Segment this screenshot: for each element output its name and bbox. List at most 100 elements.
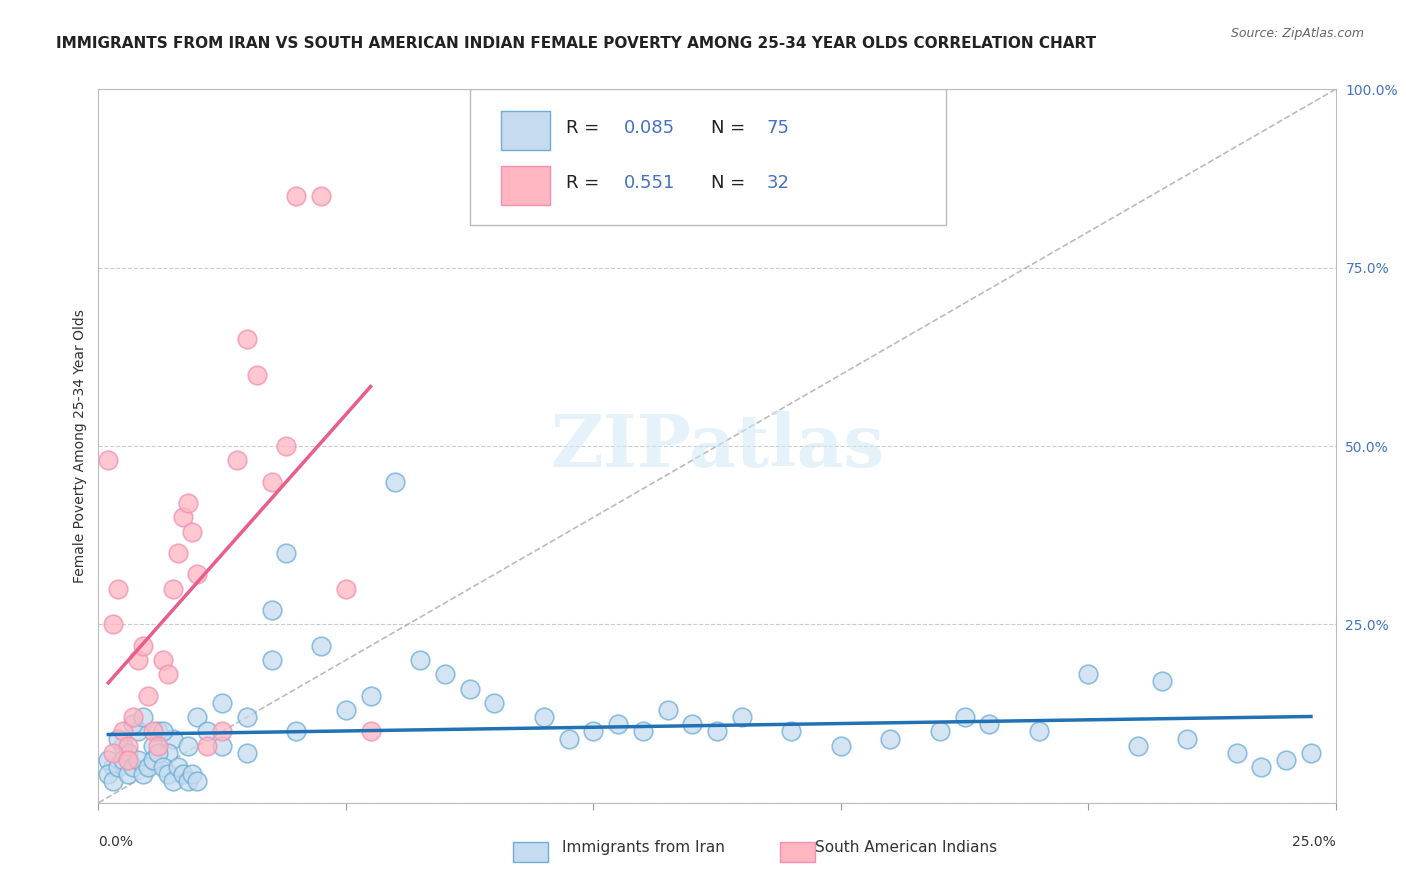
Point xyxy=(162,774,184,789)
Point xyxy=(236,710,259,724)
Text: 0.551: 0.551 xyxy=(624,175,676,193)
Text: 75: 75 xyxy=(766,120,790,137)
Point xyxy=(384,475,406,489)
Point xyxy=(176,496,198,510)
Point xyxy=(409,653,432,667)
Point xyxy=(103,774,125,789)
Point xyxy=(162,582,184,596)
Point xyxy=(107,760,129,774)
Point xyxy=(211,696,233,710)
Point xyxy=(484,696,506,710)
Point xyxy=(1152,674,1174,689)
Point xyxy=(142,753,165,767)
Point xyxy=(186,774,208,789)
Point xyxy=(186,710,208,724)
Point xyxy=(236,746,259,760)
Point xyxy=(152,724,174,739)
FancyBboxPatch shape xyxy=(470,89,946,225)
Point xyxy=(117,767,139,781)
Point xyxy=(360,689,382,703)
Text: R =: R = xyxy=(567,175,605,193)
Point xyxy=(1028,724,1050,739)
Point xyxy=(433,667,456,681)
Point xyxy=(879,731,901,746)
Point xyxy=(276,439,298,453)
Point xyxy=(112,753,135,767)
Point xyxy=(142,739,165,753)
Point xyxy=(103,617,125,632)
Point xyxy=(335,582,357,596)
Point xyxy=(112,739,135,753)
Point xyxy=(127,724,149,739)
Point xyxy=(979,717,1001,731)
Point xyxy=(97,753,120,767)
Point xyxy=(211,739,233,753)
Point xyxy=(127,653,149,667)
Point xyxy=(107,582,129,596)
Point xyxy=(657,703,679,717)
Text: R =: R = xyxy=(567,120,605,137)
Text: 32: 32 xyxy=(766,175,790,193)
Point xyxy=(127,753,149,767)
Point xyxy=(132,767,155,781)
Point xyxy=(195,739,218,753)
Point xyxy=(156,767,179,781)
Point xyxy=(172,767,194,781)
Point xyxy=(681,717,703,731)
Point xyxy=(122,710,145,724)
Point xyxy=(1250,760,1272,774)
Point xyxy=(928,724,950,739)
Point xyxy=(186,567,208,582)
Point xyxy=(172,510,194,524)
Point xyxy=(260,603,283,617)
Point xyxy=(1299,746,1322,760)
Point xyxy=(780,724,803,739)
Text: ZIPatlas: ZIPatlas xyxy=(550,410,884,482)
Point xyxy=(117,753,139,767)
Point xyxy=(103,760,125,774)
Text: South American Indians: South American Indians xyxy=(815,840,998,855)
Point xyxy=(582,724,605,739)
Point xyxy=(246,368,269,382)
Point xyxy=(260,653,283,667)
Point xyxy=(458,681,481,696)
Point xyxy=(156,746,179,760)
Text: 0.0%: 0.0% xyxy=(98,835,134,849)
Point xyxy=(166,760,188,774)
Y-axis label: Female Poverty Among 25-34 Year Olds: Female Poverty Among 25-34 Year Olds xyxy=(73,309,87,583)
Point xyxy=(117,739,139,753)
Point xyxy=(309,189,332,203)
Point xyxy=(181,767,204,781)
Point xyxy=(285,189,308,203)
Point xyxy=(309,639,332,653)
Point xyxy=(176,774,198,789)
Point xyxy=(146,739,169,753)
Point xyxy=(226,453,249,467)
Point xyxy=(706,724,728,739)
Point xyxy=(236,332,259,346)
Point xyxy=(136,760,159,774)
Point xyxy=(557,731,579,746)
Point xyxy=(176,739,198,753)
Point xyxy=(152,653,174,667)
Point xyxy=(103,746,125,760)
Point xyxy=(953,710,976,724)
Point xyxy=(631,724,654,739)
Point xyxy=(122,717,145,731)
Point xyxy=(830,739,852,753)
Text: Source: ZipAtlas.com: Source: ZipAtlas.com xyxy=(1230,27,1364,40)
Point xyxy=(533,710,555,724)
Point xyxy=(132,710,155,724)
Point xyxy=(607,717,630,731)
Point xyxy=(146,746,169,760)
Point xyxy=(156,667,179,681)
Point xyxy=(1126,739,1149,753)
Point xyxy=(122,760,145,774)
Point xyxy=(211,724,233,739)
Text: N =: N = xyxy=(711,175,751,193)
Point xyxy=(260,475,283,489)
Bar xyxy=(501,166,550,205)
Point xyxy=(1226,746,1249,760)
Point xyxy=(195,724,218,739)
Point xyxy=(335,703,357,717)
